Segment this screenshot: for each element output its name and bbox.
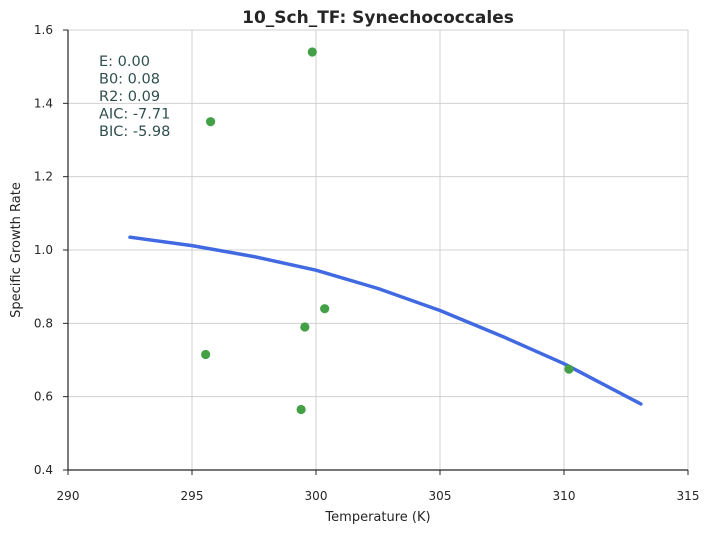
- data-point: [296, 404, 306, 415]
- y-tick-label: 0.8: [34, 316, 53, 330]
- stat-aic: AIC: -7.71: [99, 107, 170, 123]
- fit-curve-group: [128, 235, 643, 406]
- y-tick-label: 1.2: [34, 170, 53, 184]
- chart-title: 10_Sch_TF: Synechococcales: [242, 8, 514, 28]
- fit-statistics: E: 0.00 B0: 0.08 R2: 0.09 AIC: -7.71 BIC…: [99, 54, 170, 140]
- x-tick-label: 290: [57, 489, 80, 503]
- y-tick-label: 0.4: [34, 463, 53, 477]
- x-tick-label: 305: [429, 489, 452, 503]
- data-point: [300, 322, 310, 332]
- data-point: [564, 364, 574, 374]
- stat-bic: BIC: -5.98: [99, 124, 170, 140]
- x-tick-label: 300: [305, 489, 328, 503]
- fit-curve: [128, 235, 643, 406]
- data-point: [201, 349, 211, 360]
- stat-b0: B0: 0.08: [99, 72, 160, 88]
- x-tick-label: 310: [553, 489, 576, 503]
- y-tick-label: 1.4: [34, 96, 53, 110]
- stat-r2: R2: 0.09: [99, 89, 160, 105]
- x-tick-label: 315: [677, 489, 700, 503]
- data-point: [206, 117, 216, 127]
- stat-e: E: 0.00: [99, 54, 150, 70]
- y-tick-label: 1.6: [34, 23, 53, 37]
- data-points: [201, 47, 574, 415]
- x-axis-label: Temperature (K): [324, 510, 430, 525]
- x-axis-ticks: 290 295 300 305 310 315: [57, 470, 700, 503]
- data-point: [320, 304, 330, 314]
- y-tick-label: 0.6: [34, 390, 53, 404]
- data-point: [307, 47, 317, 57]
- x-tick-label: 295: [181, 489, 204, 503]
- y-axis-ticks: 0.4 0.6 0.8 1.0 1.2 1.4 1.6: [34, 23, 68, 477]
- y-tick-label: 1.0: [34, 243, 53, 257]
- grid: [68, 29, 689, 470]
- y-axis-label: Specific Growth Rate: [9, 182, 24, 318]
